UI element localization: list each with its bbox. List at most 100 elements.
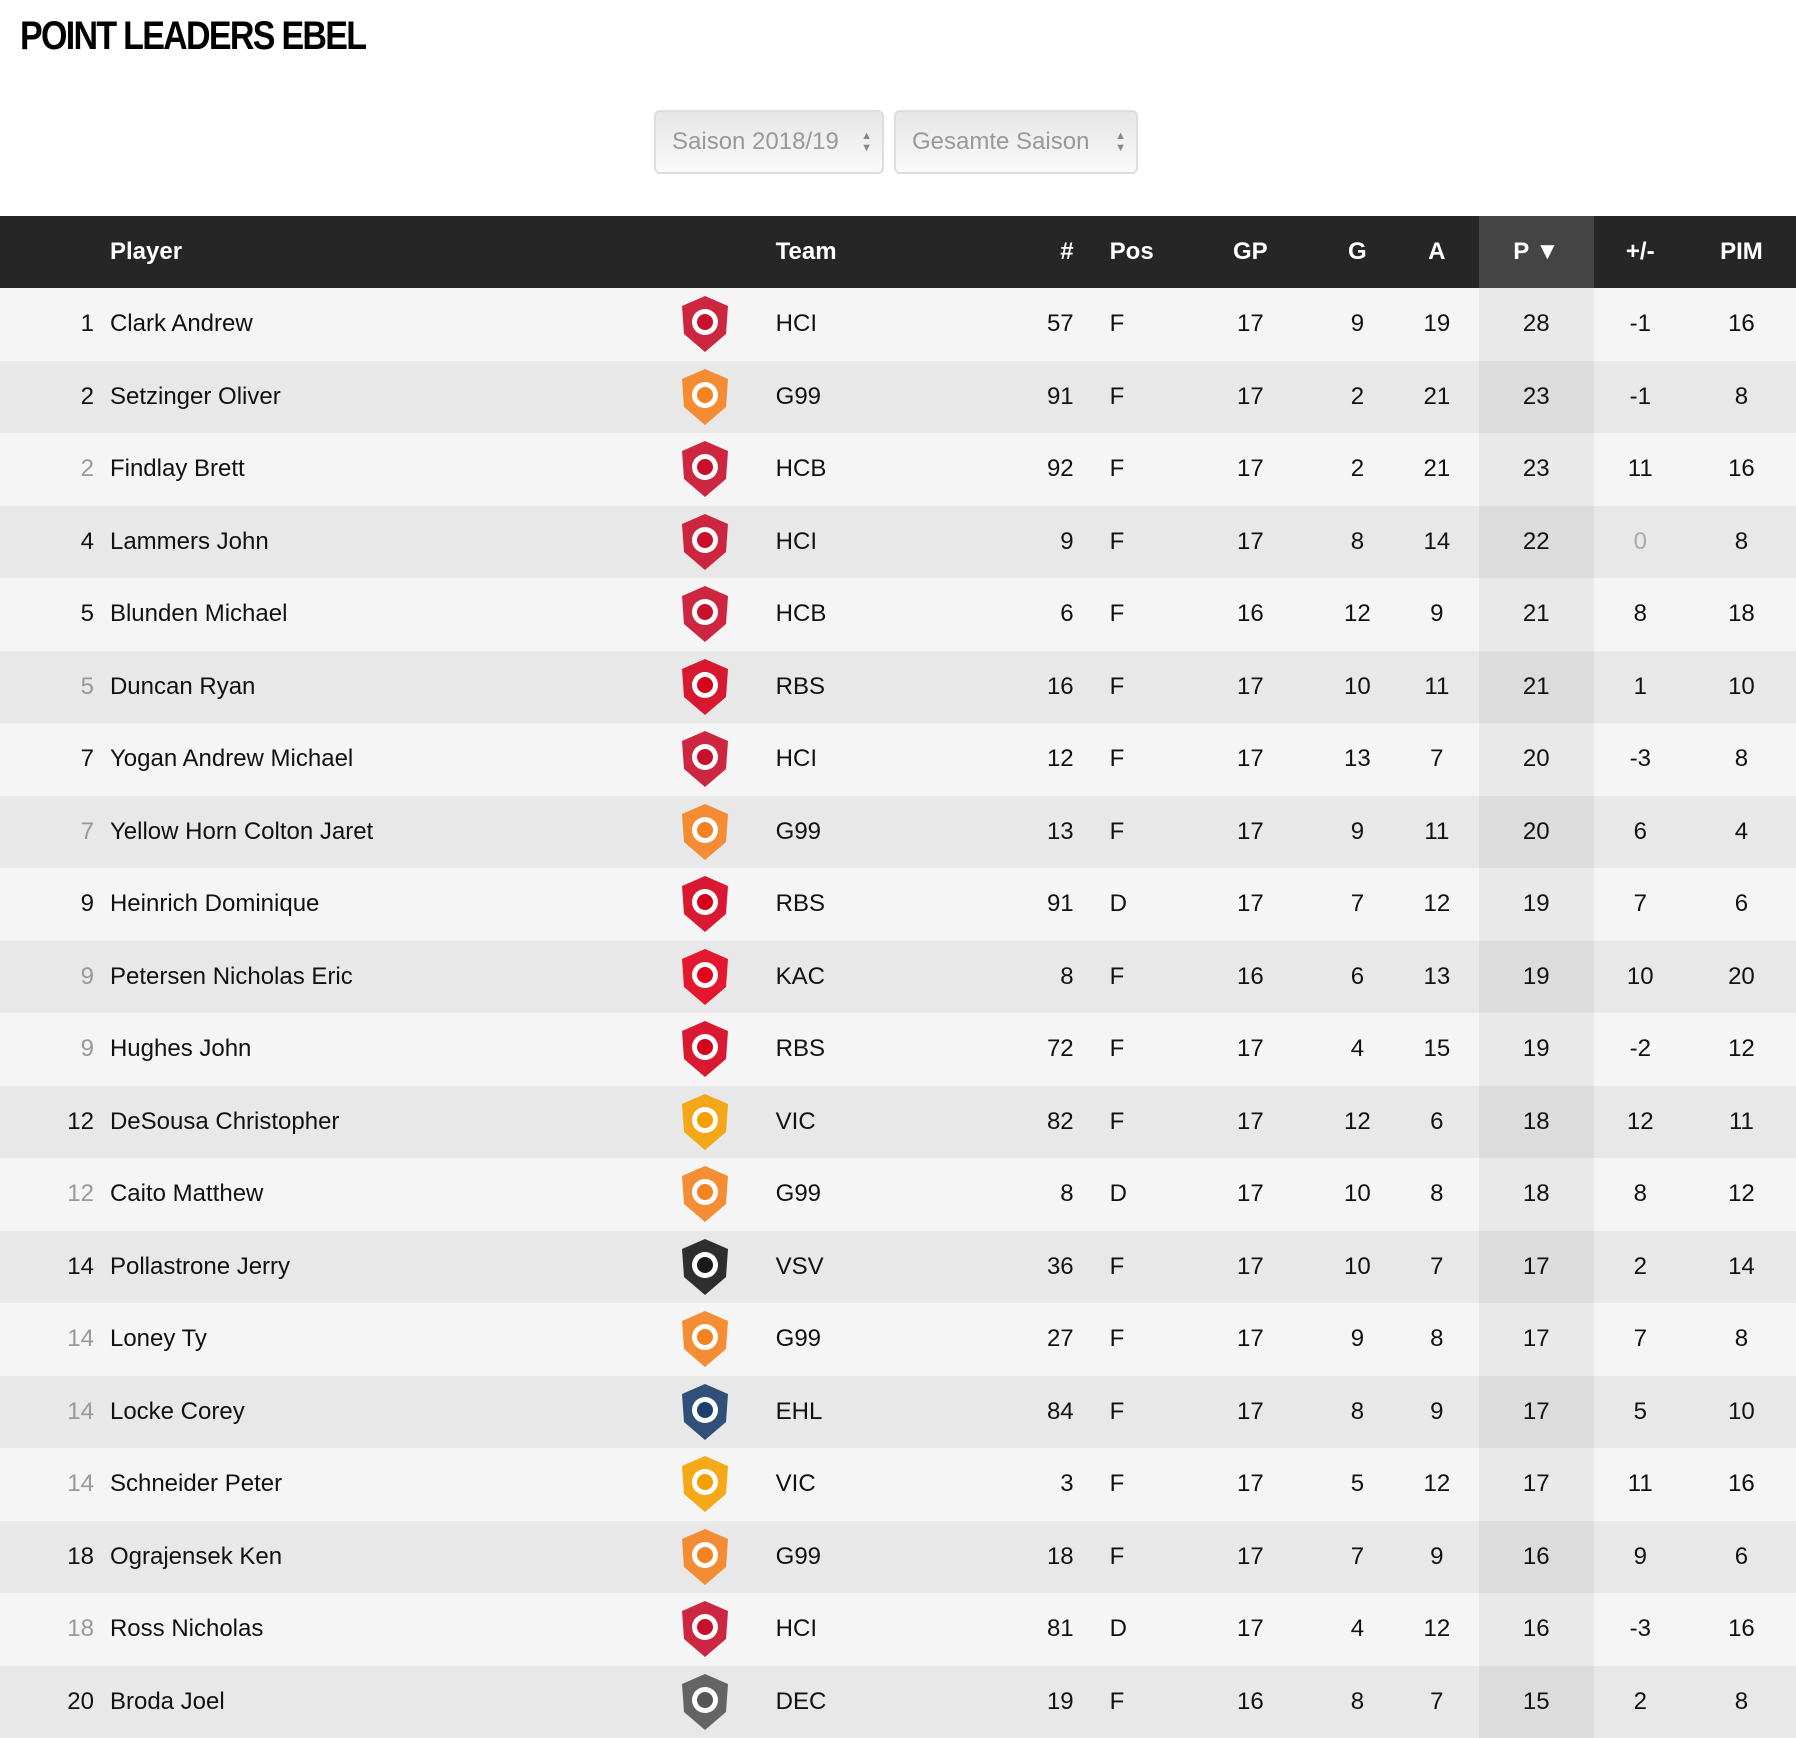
jersey-number: 27 — [903, 1303, 1074, 1376]
player-name[interactable]: Hughes John — [94, 1013, 650, 1086]
jersey-number: 36 — [903, 1231, 1074, 1304]
points: 20 — [1479, 723, 1594, 796]
plus-minus: 6 — [1594, 796, 1687, 869]
games-played: 17 — [1181, 433, 1320, 506]
select-arrows-icon: ▲▼ — [1115, 130, 1126, 154]
player-name[interactable]: DeSousa Christopher — [94, 1086, 650, 1159]
jersey-number: 72 — [903, 1013, 1074, 1086]
a-header[interactable]: A — [1395, 216, 1479, 288]
player-name[interactable]: Broda Joel — [94, 1666, 650, 1738]
g-header[interactable]: G — [1320, 216, 1395, 288]
plus-minus: 7 — [1594, 868, 1687, 941]
plus-minus: 2 — [1594, 1666, 1687, 1738]
player-name[interactable]: Lammers John — [94, 506, 650, 579]
penalty-minutes: 16 — [1687, 288, 1796, 361]
rank: 14 — [0, 1231, 94, 1304]
page-title: POINT LEADERS EBEL — [20, 14, 365, 59]
penalty-minutes: 10 — [1687, 1376, 1796, 1449]
plus-minus: 12 — [1594, 1086, 1687, 1159]
player-name[interactable]: Schneider Peter — [94, 1448, 650, 1521]
rank-header — [0, 216, 94, 288]
plus-minus: -3 — [1594, 723, 1687, 796]
player-name[interactable]: Heinrich Dominique — [94, 868, 650, 941]
penalty-minutes: 14 — [1687, 1231, 1796, 1304]
jersey-number: 92 — [903, 433, 1074, 506]
team-header[interactable]: Team — [760, 216, 903, 288]
rank: 18 — [0, 1593, 94, 1666]
goals: 8 — [1320, 1666, 1395, 1738]
player-name[interactable]: Caito Matthew — [94, 1158, 650, 1231]
player-name[interactable]: Petersen Nicholas Eric — [94, 941, 650, 1014]
player-name[interactable]: Duncan Ryan — [94, 651, 650, 724]
position: F — [1074, 433, 1181, 506]
player-name[interactable]: Locke Corey — [94, 1376, 650, 1449]
player-name[interactable]: Blunden Michael — [94, 578, 650, 651]
player-name[interactable]: Findlay Brett — [94, 433, 650, 506]
penalty-minutes: 12 — [1687, 1158, 1796, 1231]
position: F — [1074, 1303, 1181, 1376]
goals: 12 — [1320, 578, 1395, 651]
period-select[interactable]: Gesamte Saison▲▼ — [894, 110, 1138, 174]
goals: 6 — [1320, 941, 1395, 1014]
player-name[interactable]: Setzinger Oliver — [94, 361, 650, 434]
games-played: 16 — [1181, 941, 1320, 1014]
gp-header[interactable]: GP — [1181, 216, 1320, 288]
player-name[interactable]: Yellow Horn Colton Jaret — [94, 796, 650, 869]
pos-header[interactable]: Pos — [1074, 216, 1181, 288]
plusminus-header[interactable]: +/- — [1594, 216, 1687, 288]
number-header[interactable]: # — [903, 216, 1074, 288]
p-header-sorted[interactable]: P ▼ — [1479, 216, 1594, 288]
goals: 9 — [1320, 1303, 1395, 1376]
team-logo — [650, 1158, 759, 1231]
pim-header[interactable]: PIM — [1687, 216, 1796, 288]
position: F — [1074, 941, 1181, 1014]
player-name[interactable]: Pollastrone Jerry — [94, 1231, 650, 1304]
points: 19 — [1479, 1013, 1594, 1086]
team-logo-icon — [678, 294, 732, 354]
goals: 7 — [1320, 1521, 1395, 1594]
season-select[interactable]: Saison 2018/19▲▼ — [654, 110, 884, 174]
player-header[interactable]: Player — [94, 216, 650, 288]
rank: 14 — [0, 1303, 94, 1376]
table-header: Player Team # Pos GP G A P ▼ +/- PIM — [0, 216, 1796, 288]
games-played: 17 — [1181, 1086, 1320, 1159]
team-logo — [650, 868, 759, 941]
player-name[interactable]: Clark Andrew — [94, 288, 650, 361]
player-name[interactable]: Yogan Andrew Michael — [94, 723, 650, 796]
player-name[interactable]: Ross Nicholas — [94, 1593, 650, 1666]
position: D — [1074, 1158, 1181, 1231]
position: F — [1074, 651, 1181, 724]
team-logo — [650, 1086, 759, 1159]
assists: 8 — [1395, 1158, 1479, 1231]
plus-minus: -3 — [1594, 1593, 1687, 1666]
assists: 21 — [1395, 361, 1479, 434]
games-played: 17 — [1181, 651, 1320, 724]
team-code: HCI — [760, 506, 903, 579]
points: 17 — [1479, 1448, 1594, 1521]
penalty-minutes: 16 — [1687, 1448, 1796, 1521]
player-name[interactable]: Ograjensek Ken — [94, 1521, 650, 1594]
player-name[interactable]: Loney Ty — [94, 1303, 650, 1376]
plus-minus: 8 — [1594, 578, 1687, 651]
